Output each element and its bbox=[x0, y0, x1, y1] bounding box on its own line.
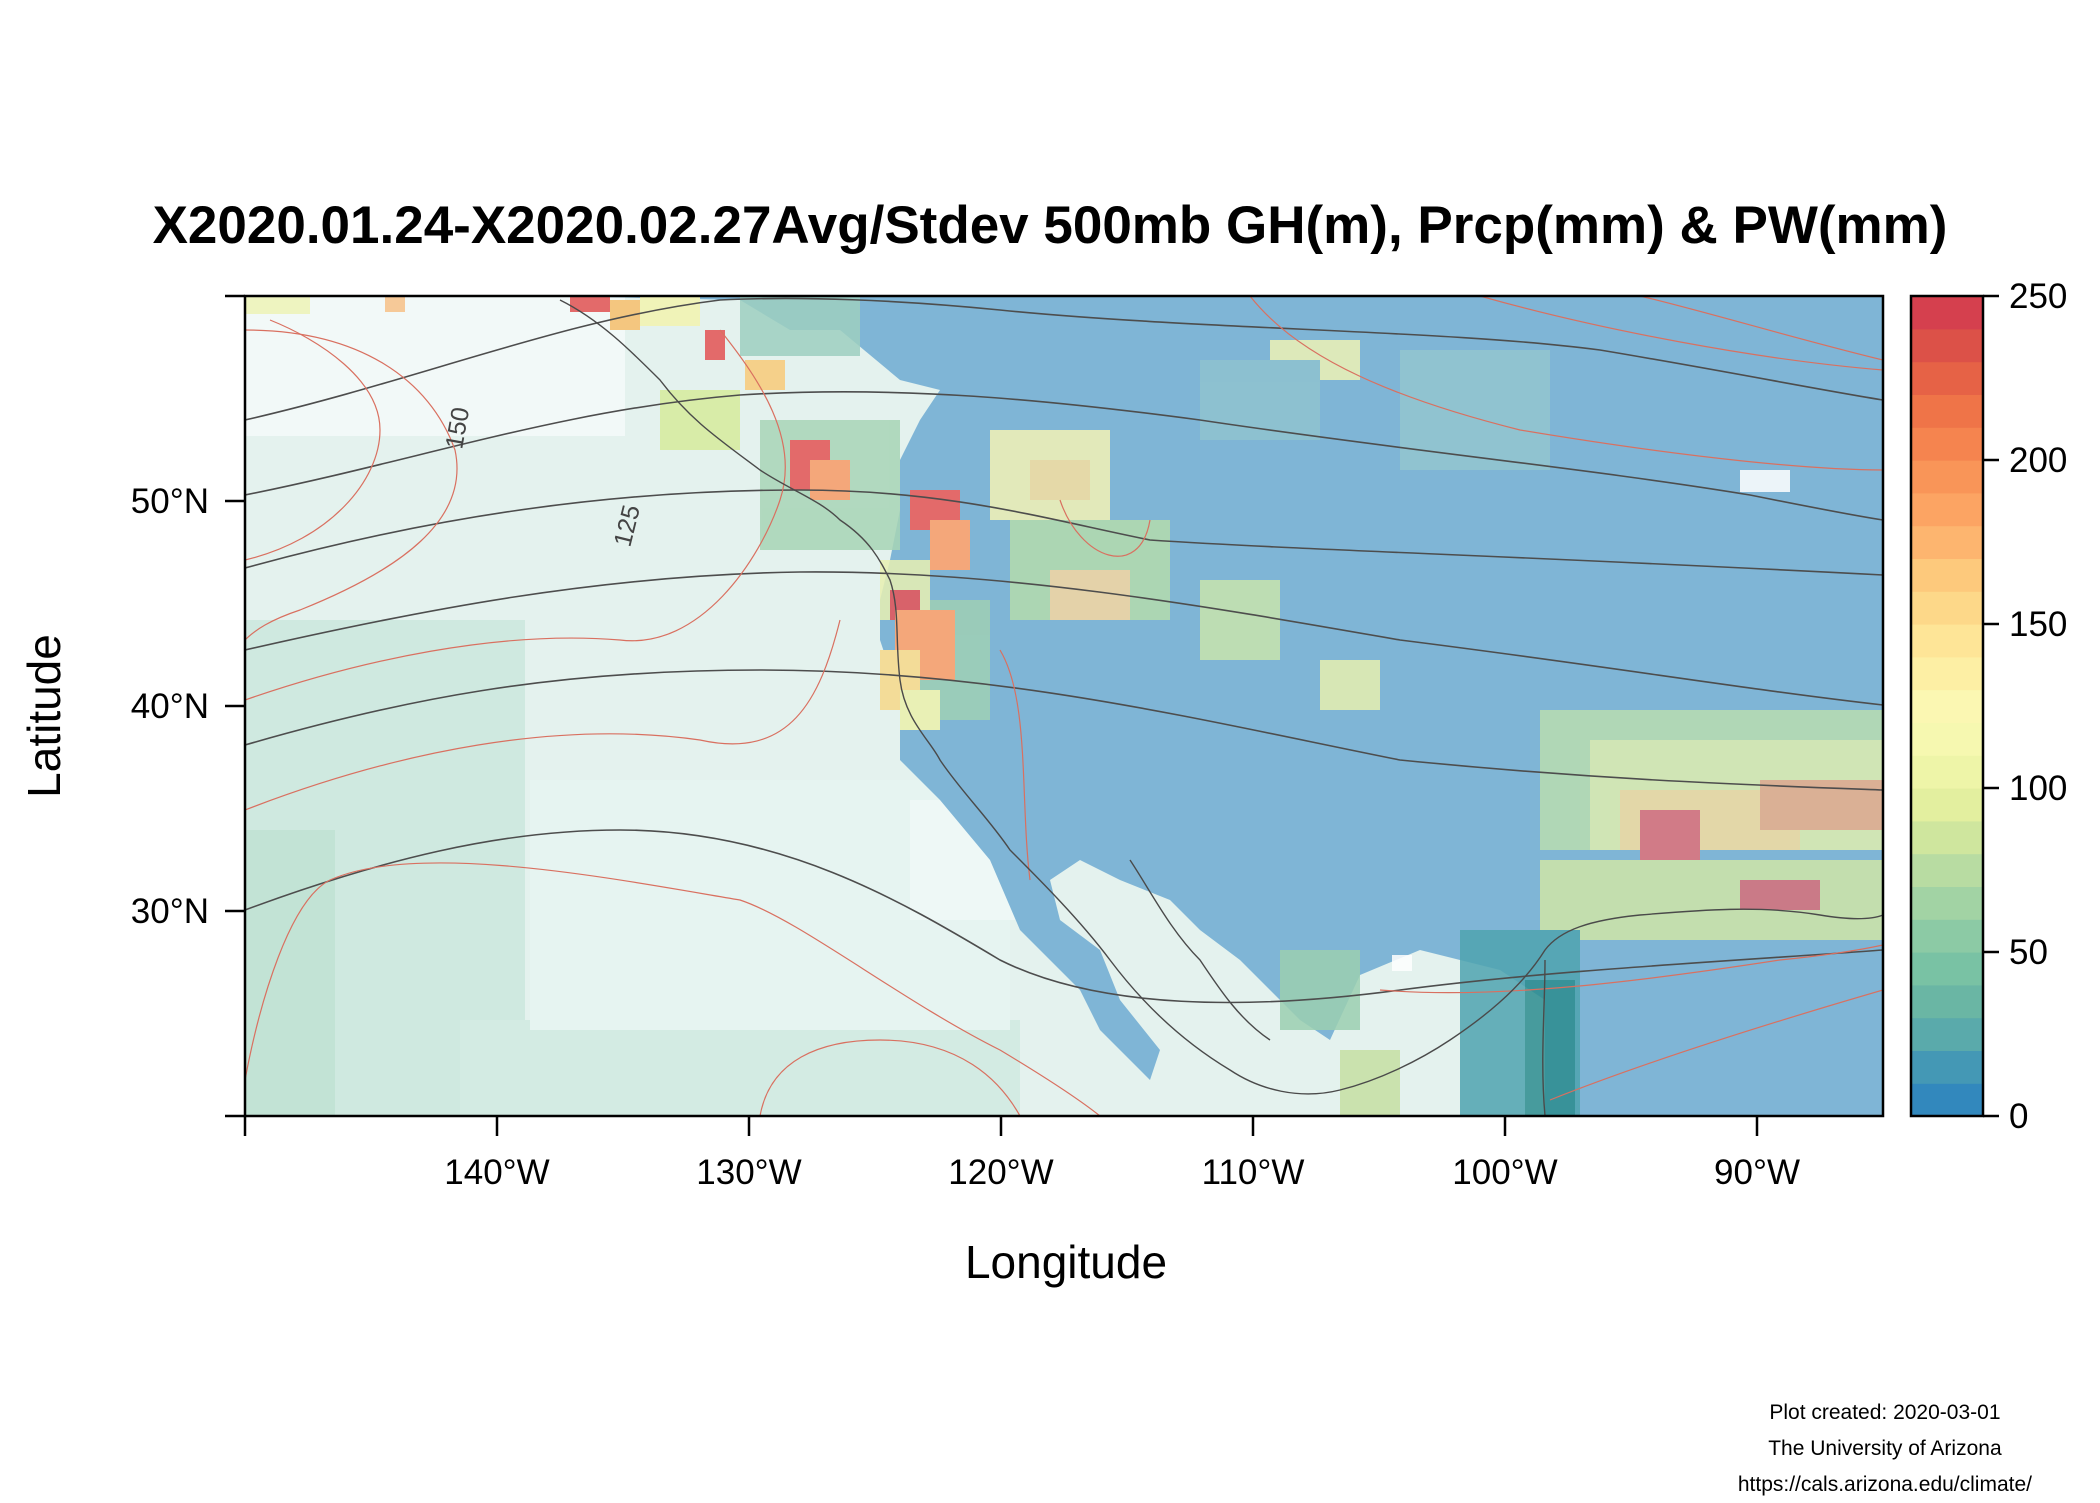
colorbar-segment bbox=[1911, 427, 1983, 461]
coastal-wet-cells bbox=[245, 296, 970, 730]
colorbar-segment bbox=[1911, 394, 1983, 428]
ocean-sw-green bbox=[245, 830, 335, 1116]
colorbar-segment bbox=[1911, 722, 1983, 756]
credit-url: https://cals.arizona.edu/climate/ bbox=[1737, 1473, 2032, 1496]
colorbar-tick-label: 0 bbox=[2009, 1097, 2028, 1136]
y-axis: 30°N 40°N 50°N bbox=[131, 294, 245, 1118]
colorbar-segment bbox=[1911, 952, 1983, 986]
colorbar-segment bbox=[1911, 558, 1983, 592]
colorbar-segment bbox=[1911, 755, 1983, 789]
colorbar-segment bbox=[1911, 328, 1983, 363]
x-tick-label: 100°W bbox=[1452, 1153, 1557, 1192]
colorbar-segment bbox=[1911, 689, 1983, 723]
colorbar-segment bbox=[1911, 492, 1983, 527]
colorbar-segment bbox=[1911, 361, 1983, 395]
x-tick-label: 130°W bbox=[696, 1153, 801, 1192]
y-tick-label: 30°N bbox=[131, 892, 209, 931]
y-tick-label: 50°N bbox=[131, 482, 209, 521]
colorbar-segment bbox=[1911, 1050, 1983, 1084]
colorbar-tick-label: 50 bbox=[2009, 933, 2048, 972]
x-axis-title: Longitude bbox=[965, 1236, 1167, 1288]
colorbar-segment bbox=[1911, 1083, 1983, 1117]
colorbar-segment bbox=[1911, 919, 1983, 953]
colorbar-segment bbox=[1911, 296, 1983, 330]
colorbar-tick-label: 150 bbox=[2009, 605, 2067, 644]
ocean-south-band bbox=[460, 1020, 1020, 1116]
credits: Plot created: 2020-03-01 The University … bbox=[1738, 1395, 2032, 1503]
colorbar-ticks: 0 50 100 150 200 250 bbox=[1983, 277, 2067, 1136]
y-axis-title: Latitude bbox=[18, 634, 70, 798]
colorbar-frame bbox=[1909, 294, 1985, 1118]
colorbar-segment bbox=[1911, 820, 1983, 855]
colorbar-segment bbox=[1911, 886, 1983, 920]
x-tick-label: 90°W bbox=[1714, 1153, 1800, 1192]
colorbar-segment bbox=[1911, 853, 1983, 887]
x-tick-label: 140°W bbox=[444, 1153, 549, 1192]
stdev-contours bbox=[245, 296, 1883, 1116]
ocean-north-light bbox=[245, 296, 625, 436]
colorbar-segment bbox=[1911, 788, 1983, 822]
map-panel: 150 125 bbox=[245, 296, 1883, 1116]
colorbar-segment bbox=[1911, 591, 1983, 625]
colorbar bbox=[1911, 296, 1983, 1117]
y-tick-label: 40°N bbox=[131, 687, 209, 726]
credit-created: Plot created: 2020-03-01 bbox=[1769, 1401, 2001, 1424]
colorbar-tick-label: 200 bbox=[2009, 441, 2067, 480]
credit-org: The University of Arizona bbox=[1768, 1437, 2002, 1460]
chart-title: X2020.01.24-X2020.02.27Avg/Stdev 500mb G… bbox=[152, 196, 1948, 255]
colorbar-segment bbox=[1911, 460, 1983, 494]
x-tick-label: 120°W bbox=[948, 1153, 1053, 1192]
colorbar-tick-label: 100 bbox=[2009, 769, 2067, 808]
colorbar-segment bbox=[1911, 656, 1983, 691]
colorbar-tick-label: 250 bbox=[2009, 277, 2067, 316]
coastline bbox=[559, 299, 1883, 1116]
colorbar-segment bbox=[1911, 1017, 1983, 1051]
x-axis: 140°W 130°W 120°W 110°W 100°W 90°W bbox=[243, 1116, 1800, 1192]
colorbar-segment bbox=[1911, 525, 1983, 559]
colorbar-segment bbox=[1911, 624, 1983, 658]
colorbar-segment bbox=[1911, 984, 1983, 1019]
x-tick-label: 110°W bbox=[1202, 1153, 1305, 1192]
gh-contours bbox=[245, 297, 1883, 1004]
